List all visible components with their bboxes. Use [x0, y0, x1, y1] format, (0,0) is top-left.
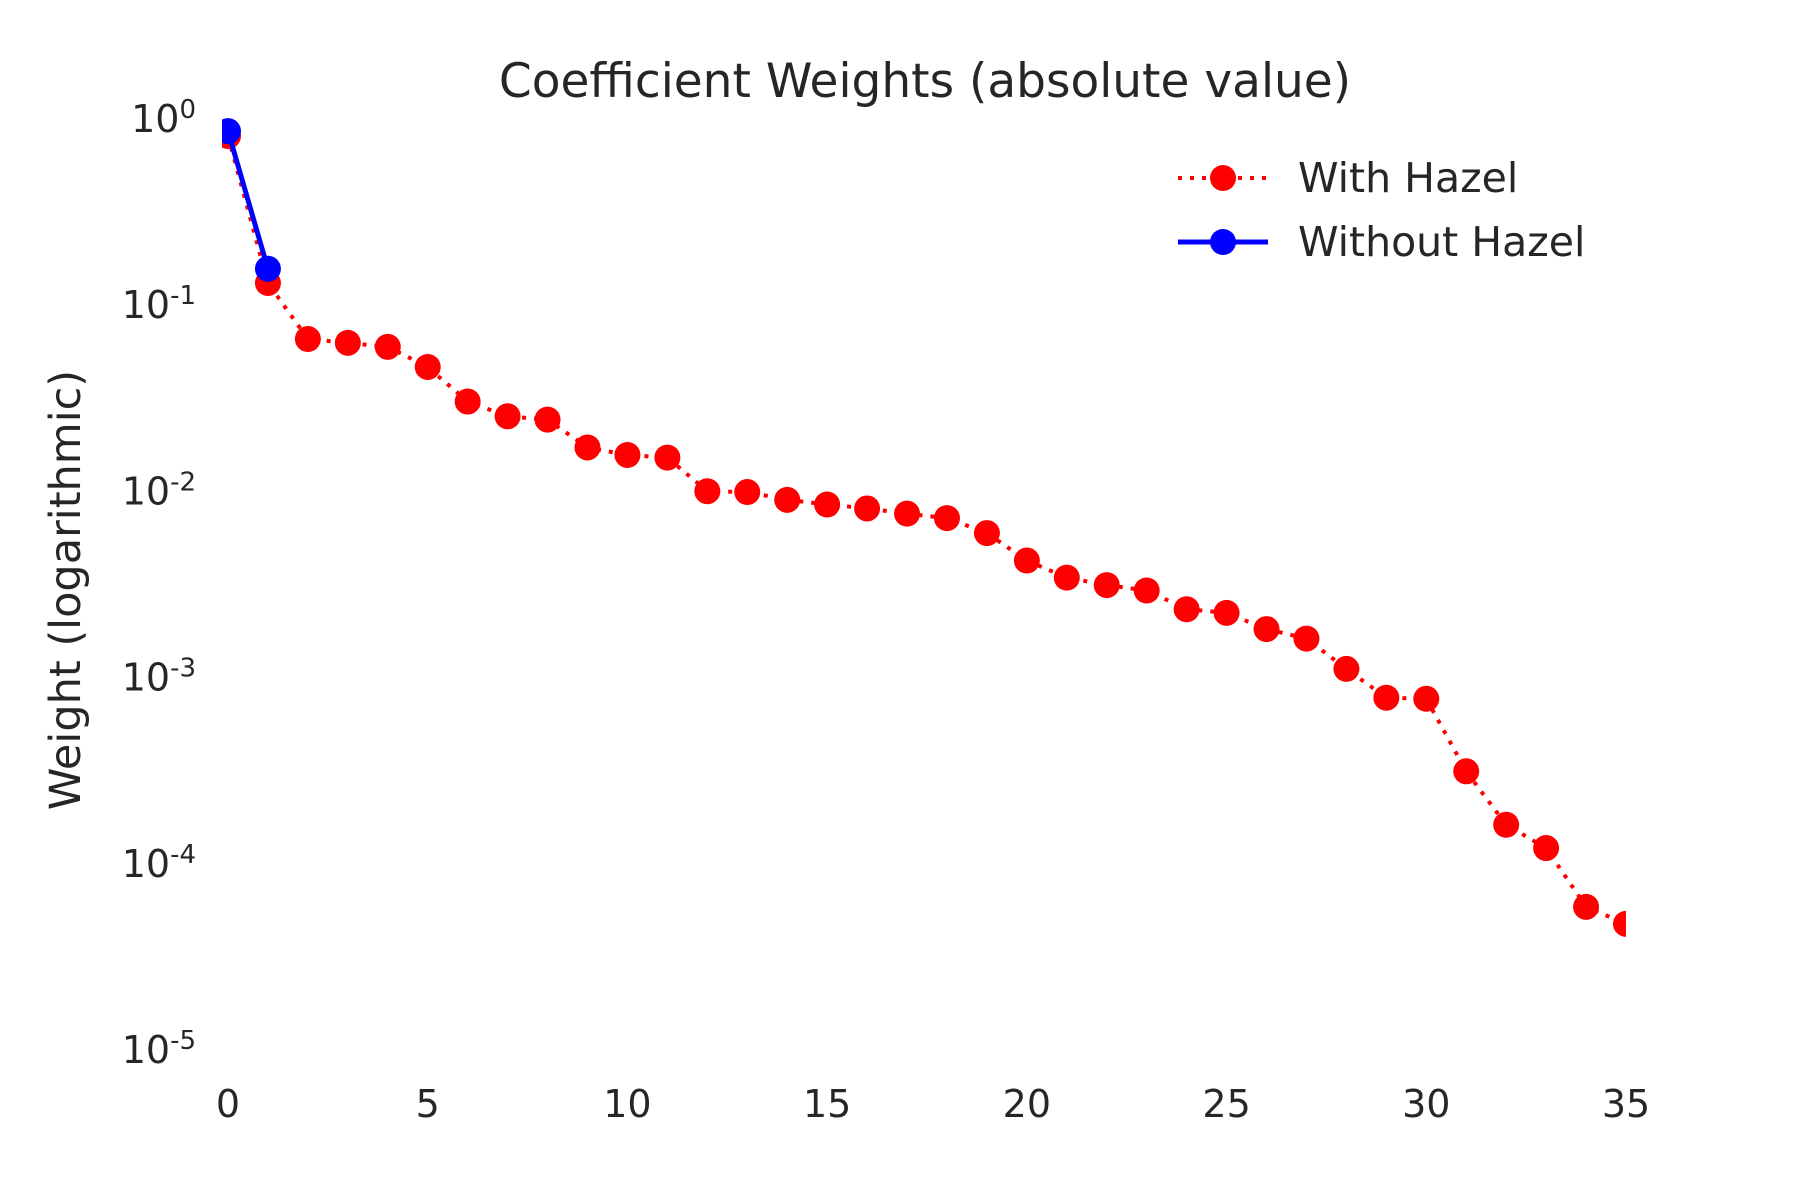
data-point-0 [454, 388, 481, 415]
data-point-0 [1453, 758, 1480, 785]
x-tick-label: 10 [603, 1082, 651, 1126]
data-point-0 [1133, 577, 1160, 604]
data-point-0 [1213, 599, 1240, 626]
x-axis-ticks: 0 5 10 15 20 25 30 35 [216, 1082, 1650, 1126]
y-tick-label: 10-1 [122, 281, 196, 327]
data-point-0 [334, 329, 361, 356]
legend: With Hazel Without Hazel [1178, 154, 1585, 266]
data-point-0 [1013, 547, 1040, 574]
data-point-0 [973, 520, 1000, 547]
data-point-0 [534, 406, 561, 433]
chart-title: Coefficient Weights (absolute value) [499, 54, 1351, 109]
x-tick-label: 5 [416, 1082, 440, 1126]
data-point-0 [854, 495, 881, 522]
data-point-0 [1333, 655, 1360, 682]
data-point-0 [694, 478, 721, 505]
data-point-0 [1573, 893, 1600, 920]
data-point-0 [414, 353, 441, 380]
data-point-0 [1413, 685, 1440, 712]
data-point-0 [494, 403, 521, 430]
legend-label: With Hazel [1298, 154, 1518, 202]
data-point-0 [574, 434, 601, 461]
data-point-0 [294, 326, 321, 353]
data-point-0 [1093, 572, 1120, 599]
data-point-0 [734, 479, 761, 506]
data-point-0 [374, 333, 401, 360]
x-tick-label: 30 [1402, 1082, 1450, 1126]
data-point-0 [1493, 811, 1520, 838]
data-point-0 [1373, 684, 1400, 711]
legend-marker [1210, 165, 1236, 191]
data-point-0 [1613, 910, 1626, 937]
data-point-0 [933, 505, 960, 532]
plot-area [222, 118, 1626, 937]
data-point-0 [814, 491, 841, 518]
data-point-0 [1053, 564, 1080, 591]
x-tick-label: 0 [216, 1082, 240, 1126]
data-point-1 [254, 255, 281, 282]
data-point-0 [1293, 625, 1320, 652]
legend-marker [1210, 229, 1236, 255]
y-axis-label: Weight (logarithmic) [41, 370, 91, 810]
y-tick-label: 10-4 [122, 840, 196, 886]
x-tick-label: 15 [803, 1082, 851, 1126]
data-point-0 [894, 500, 921, 527]
x-tick-label: 35 [1602, 1082, 1650, 1126]
data-point-0 [774, 486, 801, 513]
y-tick-label: 10-3 [122, 654, 196, 700]
data-point-0 [654, 444, 681, 471]
data-point-0 [1173, 596, 1200, 623]
x-tick-label: 20 [1003, 1082, 1051, 1126]
x-tick-label: 25 [1202, 1082, 1250, 1126]
data-point-0 [614, 441, 641, 468]
series-line-1 [225, 130, 271, 270]
legend-label: Without Hazel [1298, 218, 1585, 266]
data-point-1 [222, 118, 241, 145]
y-tick-label: 10-2 [122, 467, 196, 513]
y-tick-label: 100 [131, 95, 196, 141]
data-point-0 [1253, 616, 1280, 643]
y-tick-label: 10-5 [122, 1026, 196, 1072]
y-axis-ticks: 100 10-1 10-2 10-3 10-4 10-5 [122, 95, 196, 1072]
data-point-0 [1533, 835, 1560, 862]
